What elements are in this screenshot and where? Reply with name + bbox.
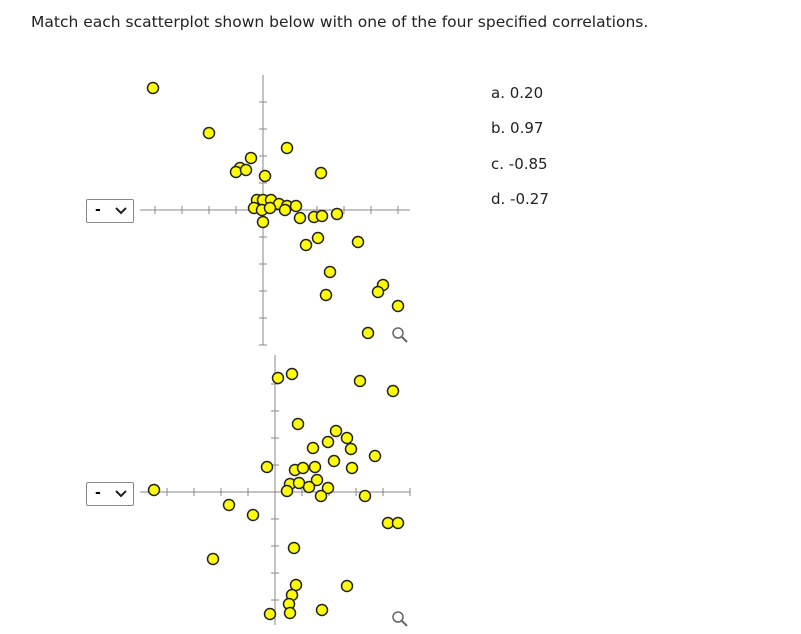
point [278, 203, 292, 217]
point [202, 126, 216, 140]
point [308, 460, 322, 474]
option: b. 0.97 [491, 119, 544, 137]
point [340, 579, 354, 593]
point [311, 231, 325, 245]
point [293, 211, 307, 225]
point [351, 235, 365, 249]
chevron [115, 207, 127, 215]
point [358, 489, 372, 503]
dropdown[interactable]: - [86, 482, 134, 506]
point [287, 541, 301, 555]
point [283, 606, 297, 620]
point [147, 483, 161, 497]
point [344, 442, 358, 456]
point [321, 481, 335, 495]
point [391, 516, 405, 530]
point [306, 441, 320, 455]
point [321, 435, 335, 449]
point [329, 424, 343, 438]
point [299, 238, 313, 252]
question: Match each scatterplot shown below with … [31, 13, 649, 31]
option: c. -0.85 [491, 155, 548, 173]
dropdown[interactable]: - [86, 199, 134, 223]
point [260, 460, 274, 474]
point [206, 552, 220, 566]
point [239, 163, 253, 177]
point [353, 374, 367, 388]
point [258, 169, 272, 183]
point [340, 431, 354, 445]
point [386, 384, 400, 398]
point [371, 285, 385, 299]
point [246, 508, 260, 522]
zoom-icon[interactable] [392, 611, 408, 627]
point [314, 166, 328, 180]
dropdown-value: - [95, 485, 101, 501]
option: d. -0.27 [491, 190, 549, 208]
point [391, 299, 405, 313]
point [330, 207, 344, 221]
point [222, 498, 236, 512]
point [314, 489, 328, 503]
point [280, 141, 294, 155]
point [263, 201, 277, 215]
point [315, 603, 329, 617]
point [285, 367, 299, 381]
point [289, 199, 303, 213]
point [323, 265, 337, 279]
point [280, 484, 294, 498]
point [361, 326, 375, 340]
point [291, 417, 305, 431]
point [263, 607, 277, 621]
zoom-icon[interactable] [392, 327, 408, 343]
point [327, 454, 341, 468]
point [296, 461, 310, 475]
point [345, 461, 359, 475]
point [271, 371, 285, 385]
dropdown-value: - [95, 202, 101, 218]
point [244, 151, 258, 165]
point [319, 288, 333, 302]
point [315, 209, 329, 223]
point [368, 449, 382, 463]
chevron [115, 490, 127, 498]
option: a. 0.20 [491, 84, 544, 102]
point [302, 480, 316, 494]
point [146, 81, 160, 95]
point [229, 165, 243, 179]
point [256, 215, 270, 229]
point [310, 473, 324, 487]
